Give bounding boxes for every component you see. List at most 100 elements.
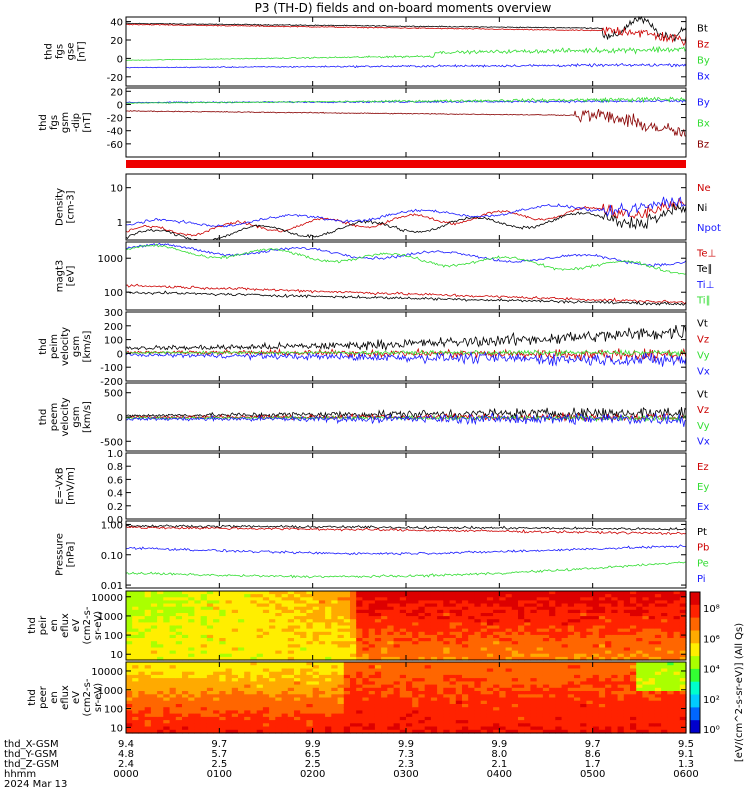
spec-cell (225, 656, 233, 661)
spec-cell (163, 716, 171, 721)
spec-cell (169, 650, 177, 655)
spec-cell (318, 720, 326, 724)
spec-cell (623, 668, 631, 673)
spec-cell (480, 628, 488, 633)
spec-cell (679, 631, 687, 636)
spec-cell (530, 665, 538, 669)
spec-cell (362, 606, 370, 611)
spec-cell (648, 653, 656, 658)
spec-cell (182, 694, 189, 699)
spec-cell (250, 684, 258, 689)
spec-cell (126, 638, 133, 642)
spec-cell (592, 647, 600, 652)
spec-cell (362, 691, 370, 695)
spec-cell (194, 726, 202, 731)
spec-cell (592, 606, 600, 611)
spec-cell (350, 591, 357, 595)
spec-cell (623, 723, 631, 728)
spec-cell (157, 597, 164, 601)
spec-cell (163, 697, 171, 702)
spec-cell (592, 662, 600, 666)
spec-cell (524, 687, 531, 692)
spec-cell (381, 662, 388, 666)
spec-cell (256, 647, 264, 652)
spec-cell (374, 704, 382, 708)
spec-cell (337, 723, 345, 728)
spec-cell (518, 687, 525, 692)
spec-cell (642, 634, 650, 639)
spec-cell (169, 704, 177, 708)
spec-cell (350, 726, 357, 731)
spec-cell (480, 619, 488, 623)
spec-cell (468, 684, 475, 689)
spec-cell (144, 691, 152, 695)
spec-cell (318, 631, 326, 636)
spec-cell (287, 600, 295, 605)
footer-value: 2.5 (305, 759, 321, 770)
spec-cell (642, 662, 650, 666)
spec-cell (661, 674, 668, 679)
spec-cell (225, 716, 233, 721)
spec-cell (468, 678, 475, 682)
spec-cell (387, 687, 395, 692)
spec-cell (449, 671, 457, 676)
spec-cell (511, 616, 519, 620)
spec-cell (661, 729, 668, 734)
spec-cell (163, 603, 171, 608)
spec-cell (530, 720, 538, 724)
spec-cell (586, 606, 594, 611)
spec-cell (387, 700, 395, 705)
spec-cell (387, 622, 395, 627)
spec-cell (518, 674, 525, 679)
spec-cell (424, 600, 432, 605)
spec-cell (312, 704, 320, 708)
spec-cell (412, 644, 419, 648)
spec-cell (275, 591, 283, 595)
spec-cell (524, 644, 531, 648)
spec-cell (673, 697, 681, 702)
spec-cell (536, 678, 544, 682)
spec-cell (219, 647, 227, 652)
spec-cell (150, 681, 158, 686)
spec-cell (667, 716, 675, 721)
spec-cell (381, 723, 388, 728)
legend-entry: Ni (697, 203, 707, 214)
spec-cell (654, 622, 662, 627)
spec-cell (250, 625, 258, 630)
spec-cell (661, 694, 668, 699)
spec-cell (592, 697, 600, 702)
spec-cell (530, 613, 538, 617)
spec-cell (132, 671, 139, 676)
spec-cell (325, 716, 332, 721)
spec-cell (269, 662, 276, 666)
spec-cell (536, 613, 544, 617)
spec-cell (231, 674, 239, 679)
spec-cell (679, 723, 687, 728)
spec-cell (337, 641, 345, 645)
spec-cell (269, 631, 276, 636)
spec-cell (430, 726, 438, 731)
spec-cell (524, 591, 531, 595)
spec-cell (281, 681, 289, 686)
spec-cell (561, 622, 569, 627)
spec-cell (381, 700, 388, 705)
spec-cell (281, 600, 289, 605)
spec-cell (182, 662, 189, 666)
spec-cell (238, 613, 245, 617)
footer-row-label: hhmm (4, 769, 36, 780)
spec-cell (194, 671, 202, 676)
spec-cell (144, 638, 152, 642)
spec-cell (294, 694, 301, 699)
spec-cell (673, 710, 681, 715)
spec-cell (580, 619, 587, 623)
spec-cell (138, 613, 146, 617)
spec-cell (250, 697, 258, 702)
spec-cell (287, 631, 295, 636)
spec-cell (213, 650, 220, 655)
spec-cell (231, 687, 239, 692)
spec-cell (555, 671, 563, 676)
spec-cell (374, 674, 382, 679)
spec-cell (157, 684, 164, 689)
spec-cell (318, 616, 326, 620)
spec-cell (536, 619, 544, 623)
